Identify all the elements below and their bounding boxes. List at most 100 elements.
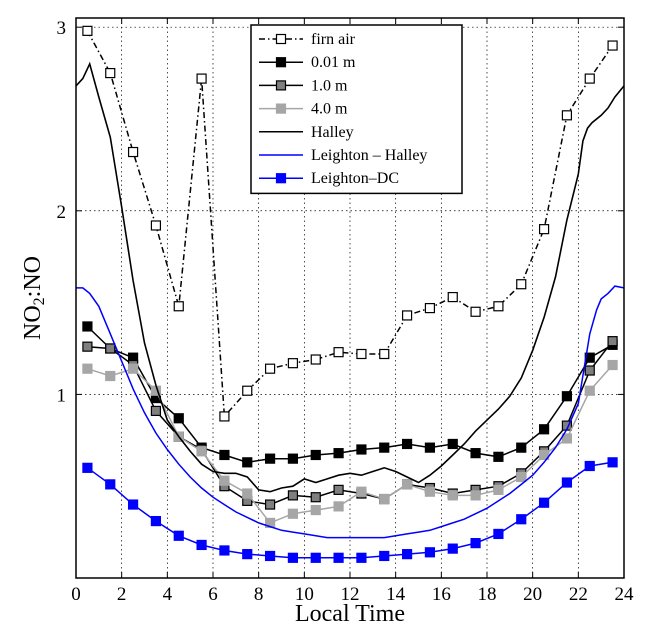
x-tick-label: 22	[569, 584, 588, 605]
data-point	[242, 385, 253, 396]
data-point	[219, 475, 230, 486]
data-point	[196, 73, 207, 84]
data-point	[264, 499, 276, 510]
data-point	[607, 40, 618, 51]
x-tick-label: 8	[254, 584, 264, 605]
data-point	[333, 501, 344, 512]
x-tick-label: 0	[71, 584, 81, 605]
data-point	[584, 73, 595, 84]
data-point	[196, 539, 207, 551]
data-point	[561, 433, 573, 444]
series-4	[75, 61, 625, 493]
legend-swatch-marker	[275, 33, 287, 45]
data-point	[287, 490, 299, 501]
series-line	[76, 285, 625, 539]
series-6	[82, 457, 618, 563]
series-line	[86, 461, 613, 559]
data-point	[287, 508, 299, 519]
legend-label: 1.0 m	[311, 77, 348, 94]
data-point	[196, 446, 207, 457]
series-0	[82, 25, 618, 422]
data-point	[287, 453, 299, 464]
data-point	[82, 25, 93, 36]
data-point	[538, 224, 550, 235]
series-3	[82, 359, 618, 529]
data-point	[493, 301, 504, 312]
data-point	[493, 451, 504, 462]
legend-entry: 0.01 m	[259, 54, 356, 71]
data-point	[287, 358, 299, 369]
data-point	[470, 448, 481, 459]
y-axis-title-tail: :NO	[20, 256, 46, 297]
data-point	[150, 220, 162, 231]
data-point	[264, 363, 276, 374]
series-2	[82, 336, 618, 510]
data-point	[173, 301, 184, 312]
data-point	[401, 479, 413, 490]
grid	[76, 18, 624, 578]
x-tick-label: 18	[478, 584, 497, 605]
series-line	[87, 364, 614, 524]
data-point	[356, 444, 367, 455]
series-1	[82, 321, 618, 468]
x-tick-label: 24	[615, 584, 635, 605]
data-point	[584, 365, 595, 376]
data-point	[424, 547, 436, 558]
data-point	[264, 517, 276, 529]
data-point	[150, 515, 162, 527]
legend-swatch-marker	[275, 173, 287, 184]
series-layer	[75, 25, 625, 563]
data-point	[470, 490, 481, 501]
x-tick-label: 6	[208, 584, 218, 605]
x-tick-label: 20	[523, 584, 542, 605]
data-point	[447, 490, 458, 501]
data-point	[333, 448, 344, 459]
data-point	[447, 543, 458, 554]
data-point	[264, 453, 276, 464]
legend-label: 0.01 m	[311, 54, 356, 71]
data-point	[105, 479, 116, 490]
y-tick-label: 1	[57, 385, 67, 406]
legend-label: 4.0 m	[311, 101, 348, 118]
x-tick-label: 4	[163, 584, 173, 605]
y-axis-title-subscript: 2	[31, 297, 48, 305]
data-point	[470, 306, 481, 317]
data-point	[287, 552, 299, 563]
data-point	[127, 146, 139, 158]
data-point	[424, 486, 436, 497]
data-point	[607, 336, 618, 347]
data-point	[584, 460, 595, 472]
data-point	[219, 449, 230, 461]
data-point	[264, 550, 276, 562]
data-point	[105, 67, 116, 79]
data-point	[333, 484, 344, 495]
data-point	[379, 348, 390, 360]
legend-label: firn air	[311, 31, 356, 48]
data-point	[516, 279, 527, 290]
data-point	[424, 302, 436, 314]
data-point	[242, 488, 253, 499]
data-point	[584, 385, 595, 396]
data-point	[310, 492, 321, 503]
data-point	[447, 438, 458, 450]
legend: firn air 0.01 m 1.0 m 4.0 m Halley Leighton –…	[250, 24, 463, 195]
data-point	[310, 504, 321, 516]
legend-label: Leighton–DC	[311, 170, 399, 187]
x-tick-label: 10	[295, 584, 314, 605]
data-point	[561, 477, 573, 488]
legend-swatch-marker	[275, 57, 287, 68]
data-point	[219, 411, 230, 422]
data-point	[470, 538, 481, 549]
y-axis-title: NO2:NO	[20, 256, 48, 340]
legend-entry: 1.0 m	[259, 77, 348, 94]
data-point	[219, 545, 230, 556]
data-point	[538, 424, 550, 435]
x-tick-label: 12	[341, 584, 360, 605]
data-point	[356, 552, 367, 563]
data-point	[105, 343, 116, 354]
data-point	[242, 457, 253, 468]
data-point	[516, 442, 527, 453]
legend-label: Halley	[311, 124, 354, 141]
data-point	[607, 457, 618, 468]
